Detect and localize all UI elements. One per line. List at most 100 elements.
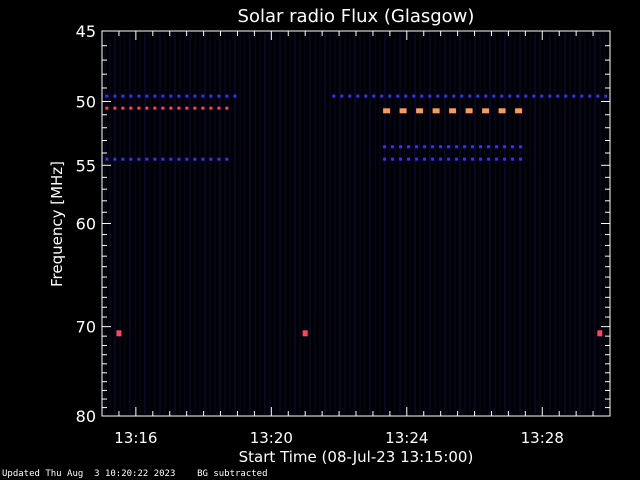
bg-subtracted-note: BG subtracted [197, 469, 268, 479]
emission-band [137, 106, 141, 110]
emission-band [217, 157, 221, 161]
emission-band [463, 145, 467, 149]
y-tick-label: 50 [76, 93, 96, 112]
emission-band [540, 94, 544, 98]
emission-band [416, 108, 424, 114]
emission-band [105, 94, 109, 98]
emission-band [423, 145, 427, 149]
emission-band [465, 108, 473, 114]
emission-band [476, 94, 480, 98]
emission-band [169, 94, 173, 98]
emission-band [580, 94, 584, 98]
updated-timestamp: Updated Thu Aug 3 10:20:22 2023 [2, 469, 176, 479]
emission-band [380, 94, 384, 98]
emission-band [431, 157, 435, 161]
emission-band [399, 145, 403, 149]
emission-band [113, 106, 117, 110]
emission-band [564, 94, 568, 98]
emission-band [484, 94, 488, 98]
chart-title: Solar radio Flux (Glasgow) [238, 6, 475, 27]
emission-band [161, 106, 165, 110]
emission-band [116, 330, 122, 337]
emission-band [511, 145, 515, 149]
y-tick-label: 60 [76, 215, 96, 234]
emission-band [391, 145, 395, 149]
emission-band [209, 94, 213, 98]
emission-band [532, 94, 536, 98]
emission-band [113, 157, 117, 161]
emission-band [487, 145, 491, 149]
plot-area: 13:16 13:20 13:24 13:28 45 50 55 60 70 80 [76, 22, 611, 447]
emission-band [604, 94, 608, 98]
emission-band [105, 106, 109, 110]
emission-band [487, 157, 491, 161]
emission-band [407, 145, 411, 149]
emission-band [404, 94, 408, 98]
emission-band [455, 145, 459, 149]
emission-band [495, 157, 499, 161]
emission-band [383, 145, 387, 149]
emission-band [185, 106, 189, 110]
emission-band [169, 106, 173, 110]
y-tick-label: 80 [76, 407, 96, 426]
emission-band [471, 157, 475, 161]
emission-band [495, 145, 499, 149]
footer-status: Updated Thu Aug 3 10:20:22 2023 BG subtr… [2, 469, 268, 479]
emission-band [348, 94, 352, 98]
emission-band [388, 94, 392, 98]
emission-band [302, 330, 308, 337]
emission-band [383, 108, 391, 114]
emission-band [193, 157, 197, 161]
emission-band [420, 94, 424, 98]
emission-band [225, 157, 229, 161]
emission-band [471, 145, 475, 149]
emission-band [399, 108, 407, 114]
emission-band [145, 157, 149, 161]
emission-band [209, 157, 213, 161]
emission-band [145, 94, 149, 98]
x-tick-label: 13:24 [385, 429, 428, 447]
emission-band [511, 157, 515, 161]
x-axis-label: Start Time (08-Jul-23 13:15:00) [239, 448, 474, 466]
emission-band [121, 94, 125, 98]
emission-band [332, 94, 336, 98]
emission-band [233, 94, 237, 98]
emission-band [423, 157, 427, 161]
emission-band [463, 157, 467, 161]
emission-band [588, 94, 592, 98]
emission-band [597, 330, 603, 337]
emission-band [407, 157, 411, 161]
emission-band [137, 157, 141, 161]
emission-band [177, 106, 181, 110]
emission-band [145, 106, 149, 110]
emission-band [201, 157, 205, 161]
emission-band [519, 157, 523, 161]
emission-band [503, 157, 507, 161]
emission-band [193, 106, 197, 110]
emission-band [412, 94, 416, 98]
emission-band [572, 94, 576, 98]
y-tick-label: 70 [76, 318, 96, 337]
emission-band [193, 94, 197, 98]
emission-band [153, 106, 157, 110]
emission-band [153, 94, 157, 98]
emission-band [177, 94, 181, 98]
emission-band [479, 157, 483, 161]
emission-band [500, 94, 504, 98]
emission-band [217, 106, 221, 110]
emission-band [340, 94, 344, 98]
emission-band [436, 94, 440, 98]
emission-band [129, 106, 133, 110]
emission-band [515, 108, 523, 114]
emission-band [153, 157, 157, 161]
x-tick-label: 13:28 [521, 429, 564, 447]
x-tick-label: 13:20 [250, 429, 293, 447]
y-tick-label: 55 [76, 156, 96, 175]
emission-band [447, 157, 451, 161]
emission-band [113, 94, 117, 98]
emission-band [399, 157, 403, 161]
emission-band [468, 94, 472, 98]
emission-band [391, 157, 395, 161]
emission-band [516, 94, 520, 98]
